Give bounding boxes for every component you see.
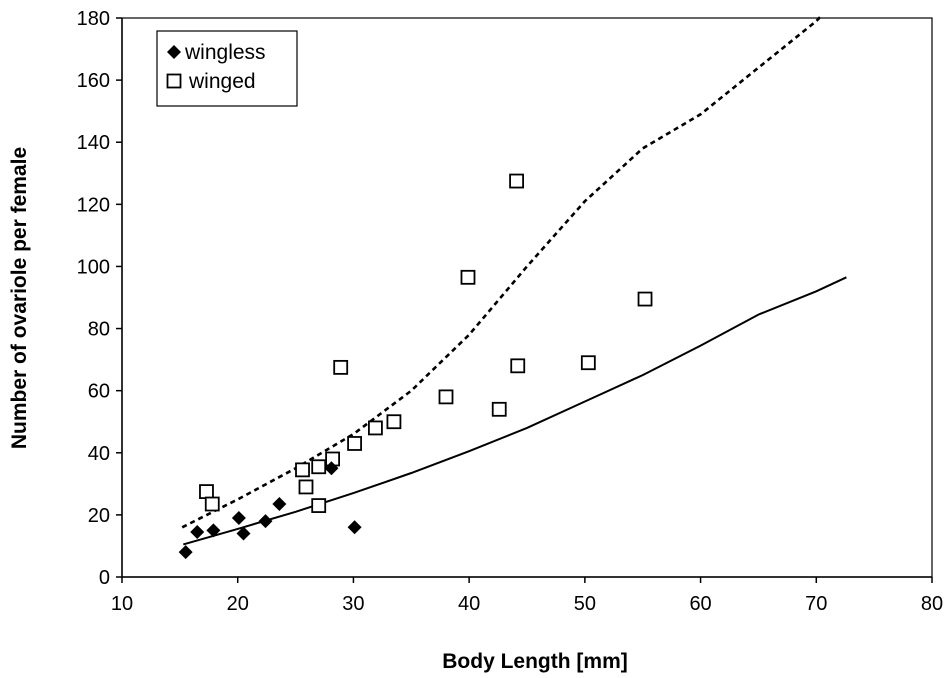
y-tick-label: 40 [88, 443, 110, 465]
winged-point [438, 389, 454, 405]
y-tick-label: 60 [88, 381, 110, 403]
winged-point [347, 436, 362, 451]
legend: wingless winged [156, 30, 298, 107]
x-tick-label: 10 [111, 593, 133, 615]
wingless-point [190, 524, 205, 539]
wingless-point [272, 497, 287, 512]
data-markers [178, 173, 653, 560]
legend-wingless-marker [167, 45, 181, 59]
wingless-point [324, 461, 339, 476]
winged-point [199, 484, 214, 499]
winged-point [637, 291, 653, 307]
wingless-point [258, 514, 273, 529]
winged-point [368, 420, 383, 436]
x-tick-label: 50 [574, 593, 596, 615]
winged-point [295, 462, 310, 478]
x-tick-label: 20 [227, 593, 249, 615]
x-tick-label: 80 [921, 593, 943, 615]
legend-winged-marker [166, 73, 182, 89]
wingless-point [178, 545, 193, 560]
winged-point [298, 479, 314, 495]
y-tick-label: 140 [77, 132, 110, 154]
legend-wingless-label: wingless [184, 41, 266, 64]
winged-point [580, 355, 596, 371]
y-tick-label: 0 [99, 567, 110, 589]
wingless-point [236, 526, 251, 541]
x-tick-label: 30 [342, 593, 364, 615]
winged-point [333, 359, 349, 375]
wingless-point [347, 520, 362, 535]
winged-point [311, 498, 327, 513]
y-axis-ticks: 0 20 40 60 80 100 120 140 160 180 [77, 8, 122, 589]
x-tick-label: 60 [689, 593, 711, 615]
winged-point [311, 459, 327, 475]
y-tick-label: 20 [88, 505, 110, 527]
x-axis-title: Body Length [mm] [442, 650, 627, 673]
winged-point [509, 173, 524, 189]
wingless-point [231, 510, 246, 525]
y-tick-label: 160 [77, 70, 110, 92]
legend-box [156, 30, 298, 107]
trend-line-solid [183, 276, 847, 546]
x-tick-label: 70 [805, 593, 827, 615]
x-tick-label: 40 [458, 593, 480, 615]
winged-point [204, 496, 220, 512]
legend-winged-label: winged [188, 70, 256, 93]
wingless-point [206, 523, 221, 538]
y-tick-label: 180 [77, 8, 110, 30]
winged-point [510, 358, 526, 374]
plot-frame [121, 17, 933, 578]
y-tick-label: 120 [77, 194, 110, 216]
y-tick-label: 100 [77, 256, 110, 278]
y-tick-label: 80 [88, 319, 110, 341]
winged-point [386, 414, 402, 430]
y-axis-title: Number of ovariole per female [8, 147, 31, 449]
winged-point [491, 401, 507, 417]
winged-point [460, 269, 476, 285]
x-axis-ticks: 10 20 30 40 50 60 70 80 [111, 577, 943, 615]
